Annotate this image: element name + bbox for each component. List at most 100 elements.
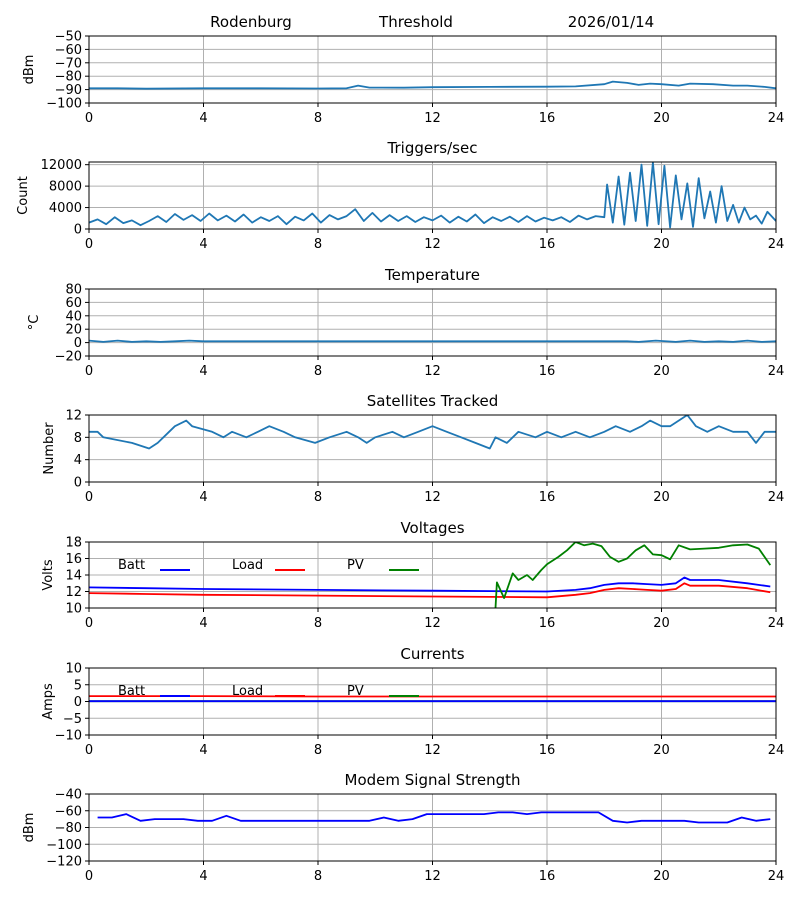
signal-series-signal	[89, 80, 776, 90]
x-tick-label: 16	[539, 616, 556, 631]
x-tick-label: 16	[539, 869, 556, 884]
y-tick-label: 0	[74, 476, 82, 491]
y-tick-label: 4000	[49, 201, 82, 216]
currents-chart: 0 4 8 12 16 20 24 −10 −5 0 510 Currents Amps Batt Load…	[41, 645, 784, 758]
y-tick-label: −90	[55, 83, 82, 98]
y-tick-label: 18	[65, 536, 82, 551]
signal-chart: 0 4 8 12 16 20 24 −100−90−80−70−60−50 dBm	[22, 30, 784, 127]
y-tick-label: −60	[55, 804, 82, 819]
x-tick-label: 16	[539, 490, 556, 505]
y-tick-label: −40	[55, 788, 82, 803]
y-tick-label: 4	[74, 453, 82, 468]
x-tick-label: 24	[768, 869, 785, 884]
y-tick-label: 8	[74, 431, 82, 446]
x-tick-label: 0	[85, 111, 93, 126]
satellites-series-satellites	[89, 415, 776, 450]
x-tick-label: 24	[768, 743, 785, 758]
y-tick-label: 5	[74, 678, 82, 693]
x-tick-label: 0	[85, 616, 93, 631]
x-tick-label: 20	[653, 616, 670, 631]
x-tick-label: 8	[314, 111, 322, 126]
triggers-chart: 0 4 8 12 16 20 24 0 4000 8000 12000 Triggers/sec Cou…	[16, 139, 784, 252]
legend-label-load: Load	[232, 558, 263, 573]
y-tick-label: 0	[74, 336, 82, 351]
x-tick-label: 8	[314, 616, 322, 631]
y-tick-label: 12	[65, 585, 82, 600]
x-tick-label: 24	[768, 111, 785, 126]
y-tick-label: 20	[65, 323, 82, 338]
signal-ylabel: dBm	[22, 55, 37, 85]
voltages-series-pv	[494, 542, 772, 608]
x-tick-label: 0	[85, 237, 93, 252]
x-tick-label: 24	[768, 237, 785, 252]
modem-ylabel: dBm	[22, 813, 37, 843]
satellites-chart: 0 4 8 12 16 20 24 0 4 8 12 Satellites Tracked Number	[42, 392, 784, 505]
temperature-ylabel: °C	[27, 315, 42, 331]
y-tick-label: 10	[65, 662, 82, 677]
x-tick-label: 12	[424, 111, 441, 126]
x-tick-label: 8	[314, 490, 322, 505]
y-tick-label: 14	[65, 569, 82, 584]
legend-label-pv: PV	[347, 684, 364, 699]
legend-label-batt: Batt	[118, 558, 145, 573]
x-tick-label: 20	[653, 237, 670, 252]
x-tick-label: 12	[424, 490, 441, 505]
y-tick-label: 0	[74, 223, 82, 238]
x-tick-label: 12	[424, 743, 441, 758]
y-tick-label: −60	[55, 43, 82, 58]
x-tick-label: 0	[85, 364, 93, 379]
x-tick-label: 24	[768, 364, 785, 379]
x-tick-label: 4	[199, 869, 207, 884]
y-tick-label: −100	[46, 838, 82, 853]
triggers-series-triggers	[89, 162, 776, 229]
x-tick-label: 20	[653, 111, 670, 126]
mode-label: Threshold	[378, 13, 453, 31]
satellites-ylabel: Number	[42, 422, 57, 475]
header-row: Rodenburg Threshold 2026/01/14	[210, 13, 654, 31]
x-tick-label: 20	[653, 743, 670, 758]
x-tick-label: 0	[85, 869, 93, 884]
x-tick-label: 16	[539, 743, 556, 758]
modem-series-modem	[97, 811, 771, 824]
y-tick-label: 12	[65, 409, 82, 424]
y-tick-label: −10	[55, 729, 82, 744]
x-tick-label: 12	[424, 364, 441, 379]
x-tick-label: 24	[768, 490, 785, 505]
legend-label-pv: PV	[347, 558, 364, 573]
x-tick-label: 0	[85, 490, 93, 505]
site-name: Rodenburg	[210, 13, 292, 31]
y-tick-label: 12000	[41, 158, 82, 173]
x-tick-label: 4	[199, 616, 207, 631]
y-tick-label: 10	[65, 602, 82, 617]
y-tick-label: −100	[46, 97, 82, 112]
x-tick-label: 4	[199, 743, 207, 758]
voltages-ylabel: Volts	[41, 559, 56, 591]
x-tick-label: 12	[424, 237, 441, 252]
y-tick-label: 40	[65, 309, 82, 324]
x-tick-label: 8	[314, 743, 322, 758]
x-tick-label: 16	[539, 237, 556, 252]
x-tick-label: 4	[199, 364, 207, 379]
temperature-title: Temperature	[384, 266, 480, 284]
legend-label-load: Load	[232, 684, 263, 699]
y-tick-label: −80	[55, 821, 82, 836]
x-tick-label: 24	[768, 616, 785, 631]
y-tick-label: −5	[63, 712, 82, 727]
date-label: 2026/01/14	[568, 13, 654, 31]
x-tick-label: 20	[653, 364, 670, 379]
currents-title: Currents	[400, 645, 464, 663]
legend-label-batt: Batt	[118, 684, 145, 699]
y-tick-label: −50	[55, 30, 82, 45]
satellites-title: Satellites Tracked	[367, 392, 498, 410]
y-tick-label: −70	[55, 56, 82, 71]
temperature-series-temperature	[89, 339, 776, 343]
x-tick-label: 8	[314, 237, 322, 252]
x-tick-label: 0	[85, 743, 93, 758]
currents-ylabel: Amps	[41, 683, 56, 720]
x-tick-label: 4	[199, 111, 207, 126]
y-tick-label: 80	[65, 283, 82, 298]
x-tick-label: 16	[539, 111, 556, 126]
